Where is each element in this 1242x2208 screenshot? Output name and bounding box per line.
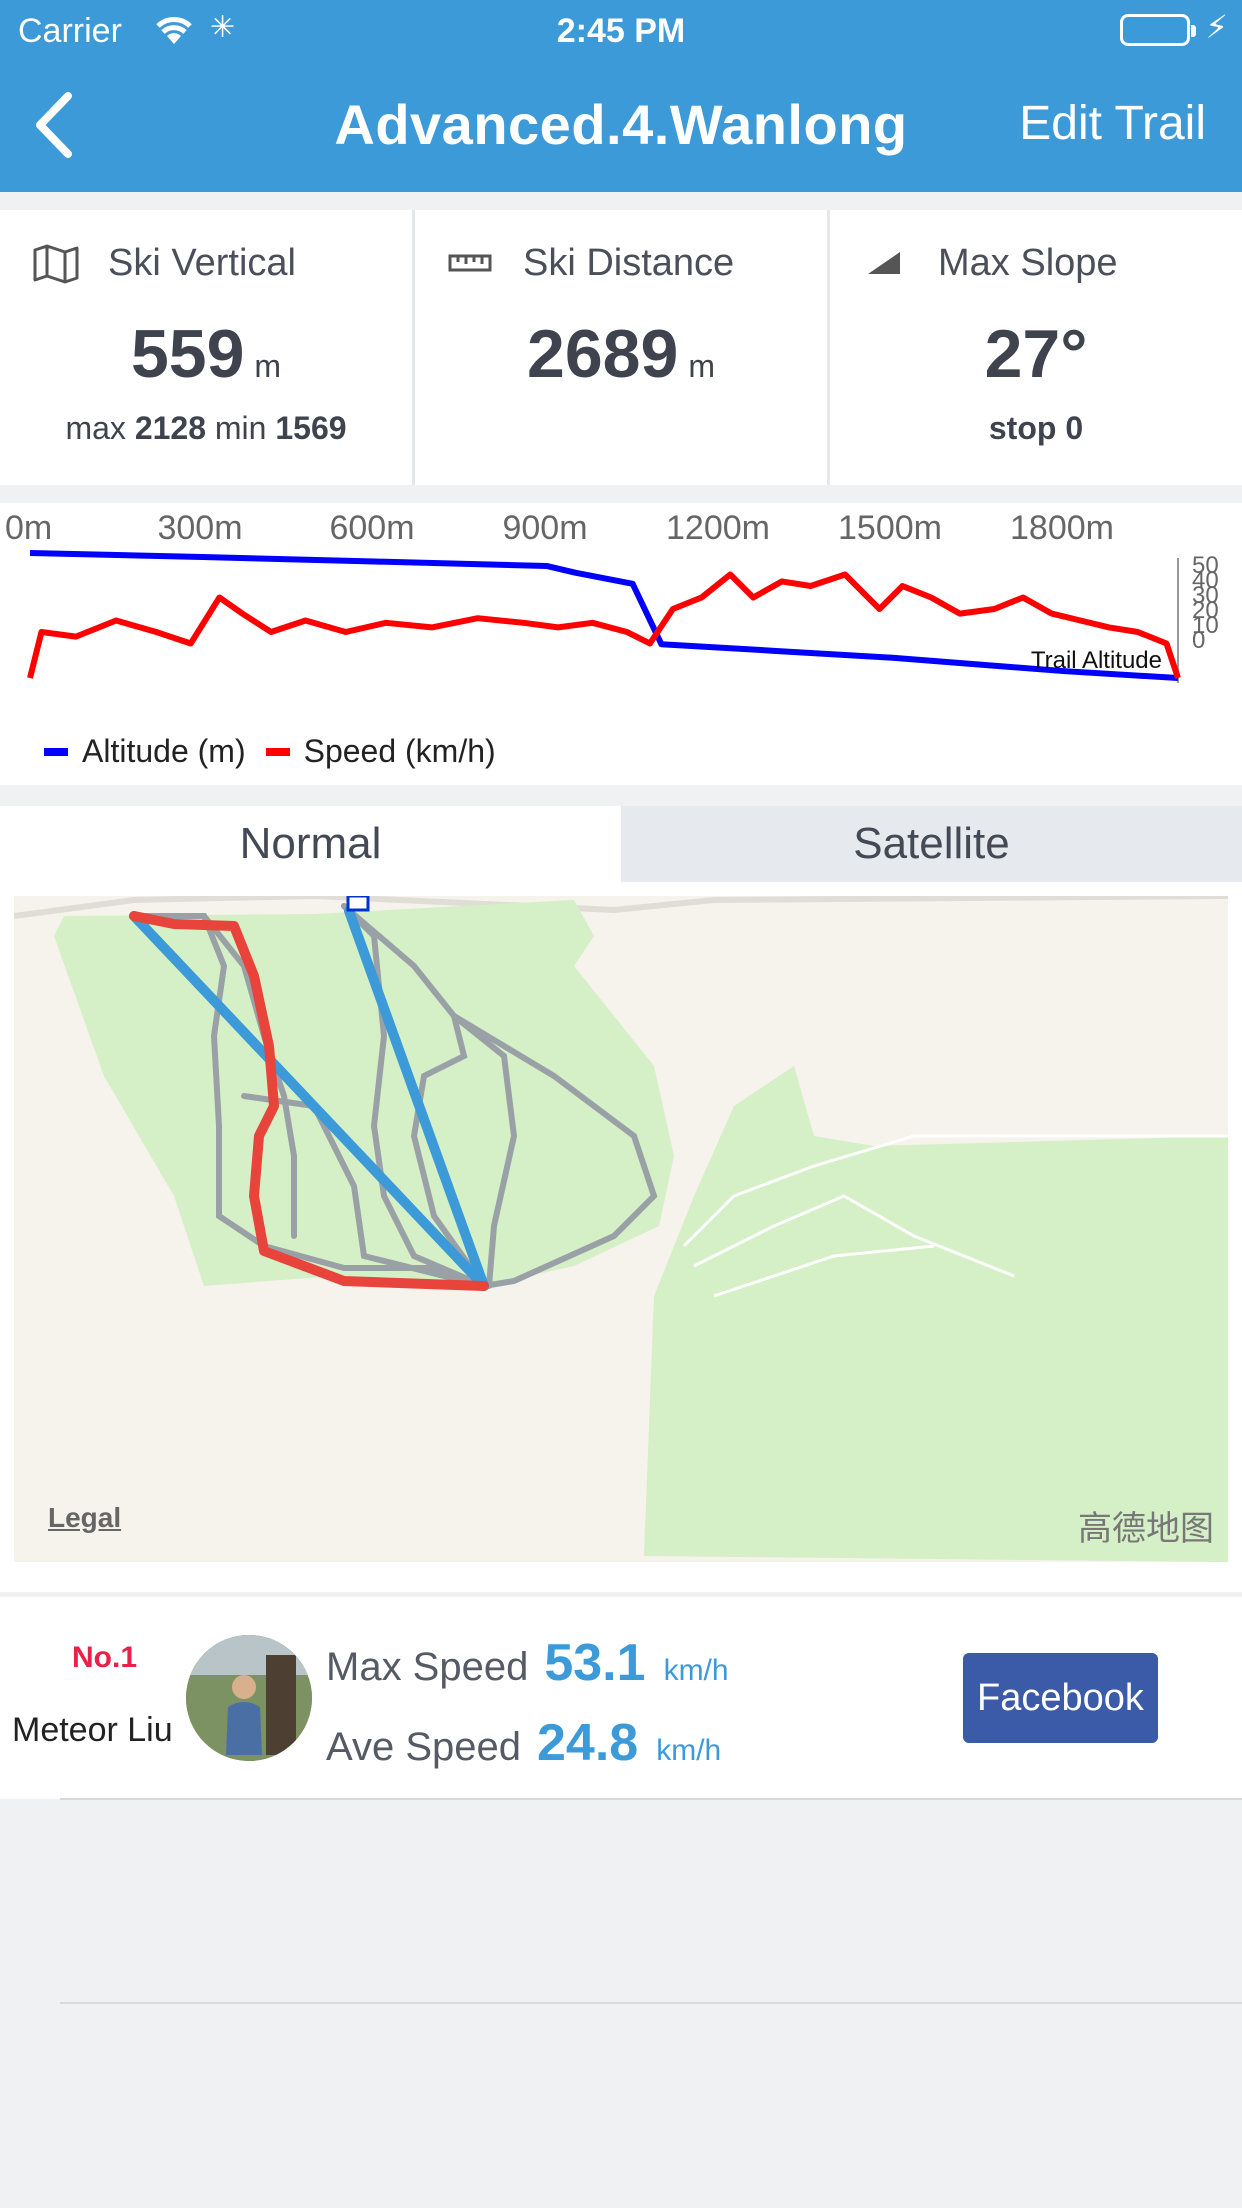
stat-value: 559 <box>130 316 245 392</box>
y-tick-label: 0 <box>1192 627 1205 654</box>
lift-line <box>129 911 489 1291</box>
ruler-icon <box>448 254 492 271</box>
tab-normal[interactable]: Normal <box>0 806 621 882</box>
status-time: 2:45 PM <box>556 12 686 50</box>
x-tick-label: 1800m <box>1010 509 1114 547</box>
x-tick-label: 0m <box>5 509 52 547</box>
status-bar: Carrier ✳ 2:45 PM ⚡ <box>0 0 1242 62</box>
top-bar: Carrier ✳ 2:45 PM ⚡ Advanced.4.Wanlong E… <box>0 0 1242 192</box>
y-tick-label: 50 <box>1192 552 1219 579</box>
back-button[interactable] <box>30 90 90 160</box>
stat-label: Max Slope <box>938 242 1118 284</box>
x-tick-label: 1200m <box>666 509 770 547</box>
stat-label: Ski Distance <box>523 242 735 284</box>
leaderboard-row[interactable]: No.1 Meteor Liu Max Speed 53.1 km/h Ave … <box>0 1597 1242 1799</box>
edit-trail-button[interactable]: Edit Trail <box>1019 97 1206 150</box>
ave-speed-label: Ave Speed <box>326 1725 521 1769</box>
trail-stats: Ski Vertical 559 m max 2128 min 1569 Ski … <box>0 210 1242 485</box>
y-tick-label: 40 <box>1192 567 1219 594</box>
altitude-speed-chart: 0m 300m 600m 900m 1200m 1500m 1800m 50 40 30 20 10 0… <box>0 503 1242 785</box>
avatar[interactable] <box>186 1635 312 1761</box>
map-canvas <box>14 896 1228 1562</box>
charging-icon: ⚡ <box>1205 9 1228 45</box>
battery-icon <box>1120 14 1196 46</box>
legend-label: Altitude (m) <box>82 733 246 769</box>
x-tick-label: 600m <box>329 509 414 547</box>
stat-ski-vertical: Ski Vertical 559 m max 2128 min 1569 <box>0 210 415 485</box>
stat-label: Ski Vertical <box>108 242 296 284</box>
map-container: Legal 高德地图 <box>0 882 1242 1592</box>
stat-unit: m <box>688 348 715 384</box>
forest-green <box>644 1066 1228 1562</box>
legend-item-speed: Speed (km/h) <box>265 733 496 770</box>
nav-bar: Advanced.4.Wanlong Edit Trail <box>0 62 1242 192</box>
ave-speed: Ave Speed 24.8 km/h <box>326 1713 721 1773</box>
user-name: Meteor Liu <box>12 1711 173 1749</box>
legend-label: Speed (km/h) <box>303 733 496 769</box>
facebook-share-button[interactable]: Facebook <box>963 1653 1158 1743</box>
page-title: Advanced.4.Wanlong <box>334 93 908 156</box>
max-speed: Max Speed 53.1 km/h <box>326 1633 729 1693</box>
map-type-tabs: Normal Satellite <box>0 806 1242 882</box>
x-tick-label: 300m <box>157 509 242 547</box>
chart-annotation: Trail Altitude <box>1031 647 1162 674</box>
max-speed-value: 53.1 <box>544 1634 646 1692</box>
y-tick-label: 10 <box>1192 612 1219 639</box>
lift-line <box>344 906 489 1291</box>
stat-value: 2689 <box>527 316 679 392</box>
altitude-line <box>29 550 1179 681</box>
stat-unit: m <box>254 348 282 384</box>
stop-count: stop 0 <box>988 410 1084 446</box>
tab-satellite[interactable]: Satellite <box>621 806 1242 882</box>
max-label: max <box>65 410 126 446</box>
selected-trail <box>129 911 489 1291</box>
rank-badge: No.1 <box>72 1641 138 1674</box>
min-altitude: 1569 <box>275 410 347 446</box>
divider <box>60 2002 1242 2004</box>
x-tick-label: 1500m <box>838 509 942 547</box>
map-icon <box>33 244 79 283</box>
ave-speed-value: 24.8 <box>536 1714 639 1772</box>
stat-value: 27° <box>984 316 1088 392</box>
max-speed-unit: km/h <box>663 1654 729 1687</box>
start-marker <box>346 896 370 912</box>
max-speed-label: Max Speed <box>326 1645 529 1689</box>
wifi-icon <box>152 10 196 55</box>
speed-line <box>27 571 1181 679</box>
legend-item-altitude: Altitude (m) <box>44 733 246 770</box>
chevron-left-icon <box>36 92 72 158</box>
activity-spinner-icon: ✳ <box>210 11 236 44</box>
chart-canvas: 0m 300m 600m 900m 1200m 1500m 1800m 50403020100… <box>5 509 1219 683</box>
y-tick-label: 30 <box>1192 582 1219 609</box>
carrier-label: Carrier <box>18 12 122 50</box>
max-altitude: 2128 <box>134 410 206 446</box>
divider <box>60 1798 1242 1800</box>
chart-legend: Altitude (m) Speed (km/h) <box>44 733 516 770</box>
legal-link[interactable]: Legal <box>48 1502 122 1533</box>
y-tick-label: 20 <box>1192 597 1219 624</box>
stat-max-slope: Max Slope 27° stop 0 <box>830 210 1242 485</box>
slope-icon <box>868 251 900 274</box>
ave-speed-unit: km/h <box>656 1734 722 1767</box>
trail-map[interactable]: Legal 高德地图 <box>14 896 1228 1562</box>
stat-ski-distance: Ski Distance 2689 m <box>415 210 830 485</box>
map-provider-logo: 高德地图 <box>1078 1510 1214 1548</box>
x-tick-label: 900m <box>502 509 587 547</box>
min-label: min <box>214 410 267 446</box>
